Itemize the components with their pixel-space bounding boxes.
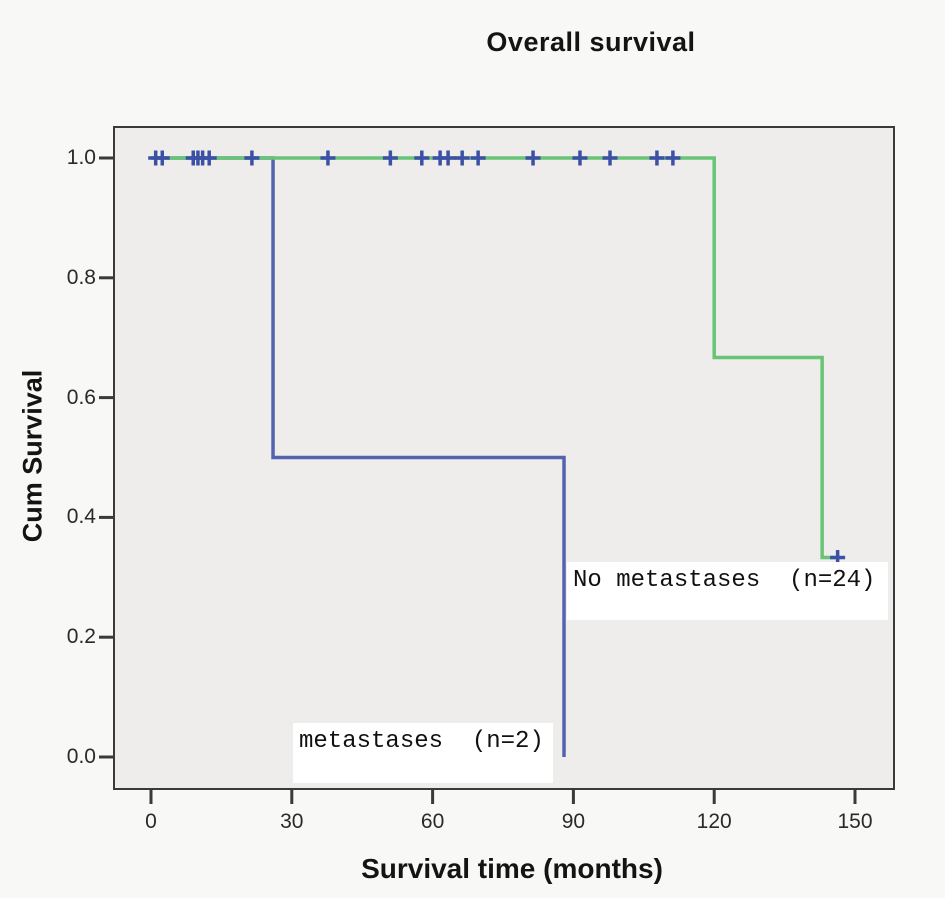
y-tick-label: 0.4 <box>66 505 96 529</box>
x-tick-label: 60 <box>420 810 445 833</box>
annotation-no-metastases: No metastases (n=24) <box>567 562 888 620</box>
y-tick-label: 0.2 <box>66 625 96 649</box>
plot-area <box>113 126 895 790</box>
x-tick-label: 120 <box>696 810 732 833</box>
y-tick-label: 0.6 <box>66 385 96 409</box>
y-tick-label: 1.0 <box>66 146 96 169</box>
x-tick-label: 150 <box>837 810 873 833</box>
x-axis-label: Survival time (months) <box>361 853 663 884</box>
x-tick-label: 30 <box>280 810 304 833</box>
x-tick-label: 90 <box>561 810 586 833</box>
x-tick-label: 0 <box>145 810 157 833</box>
annotation-metastases: metastases (n=2) <box>293 723 553 783</box>
chart-title: Overall survival <box>486 27 696 57</box>
y-tick-label: 0.8 <box>66 265 96 289</box>
y-tick-label: 0.0 <box>66 745 96 768</box>
y-axis-label: Cum Survival <box>17 369 48 543</box>
